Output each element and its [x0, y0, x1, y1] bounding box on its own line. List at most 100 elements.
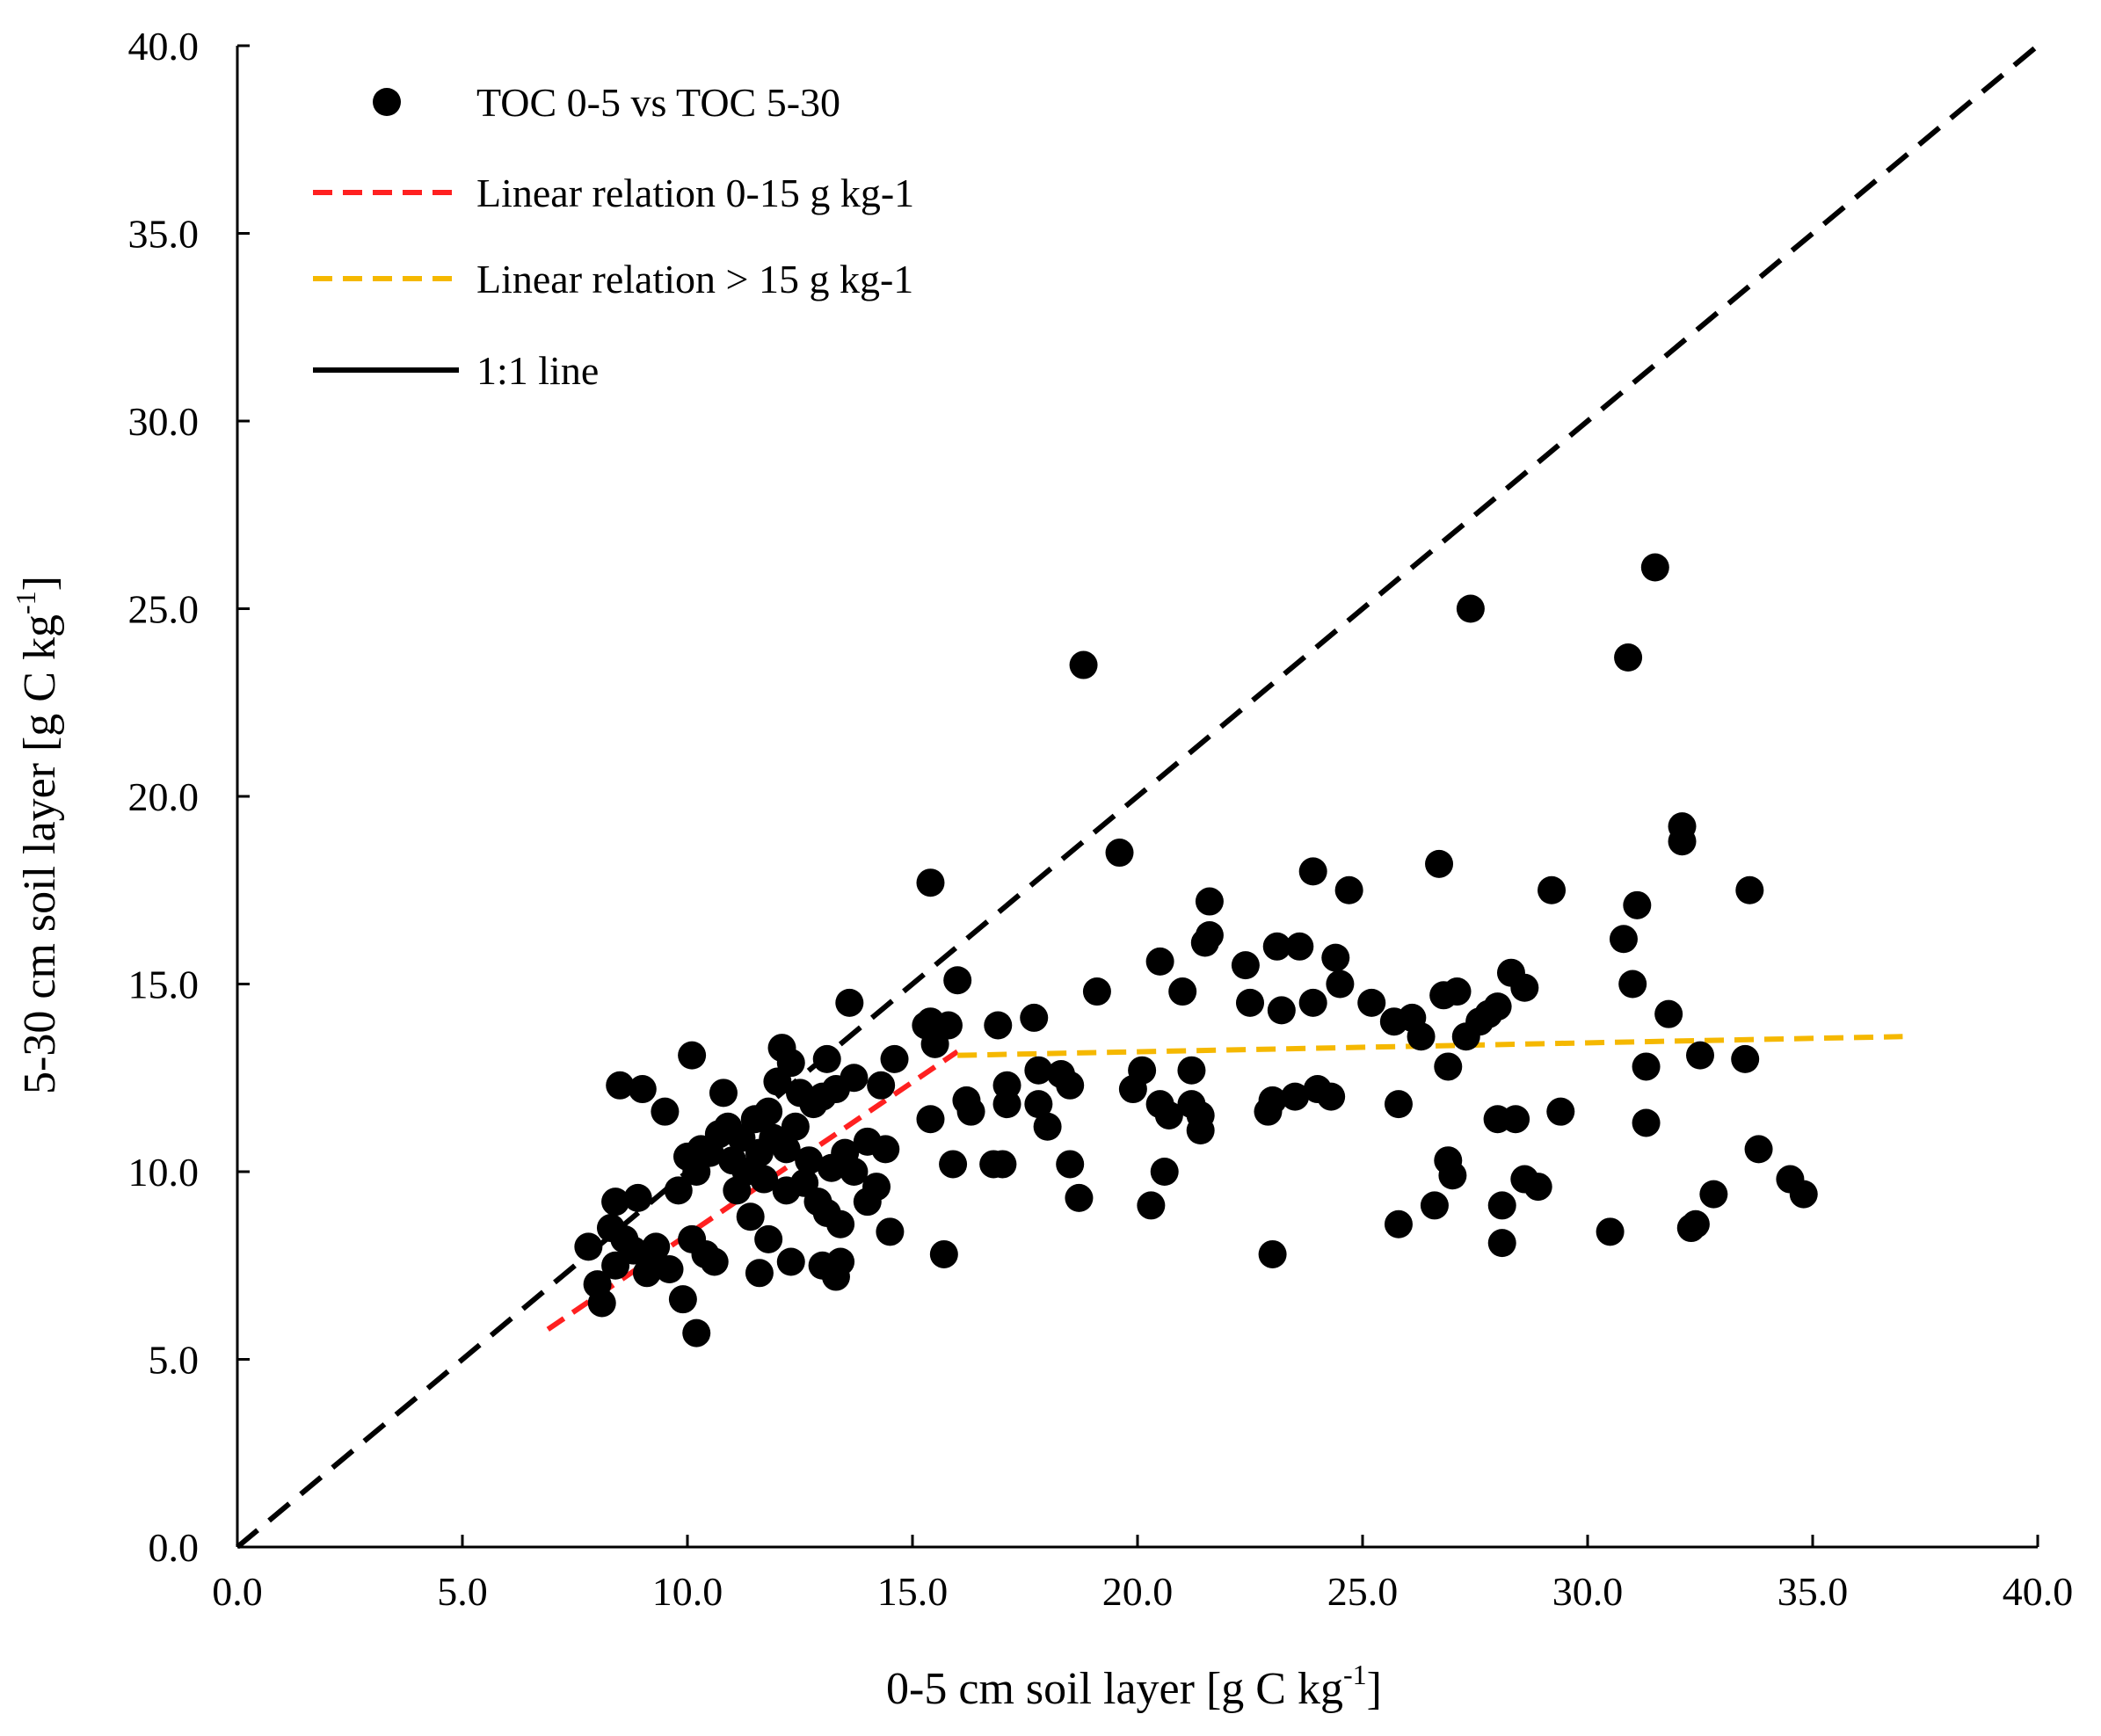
- data-point: [1334, 875, 1363, 904]
- data-point: [1024, 1056, 1053, 1085]
- data-point: [781, 1112, 810, 1141]
- data-point: [1317, 1082, 1346, 1111]
- data-point: [1154, 1100, 1183, 1129]
- data-point: [745, 1259, 774, 1288]
- data-point: [583, 1270, 612, 1299]
- data-point: [1020, 1003, 1049, 1032]
- data-point: [871, 1135, 900, 1164]
- data-point: [988, 1150, 1017, 1179]
- data-point: [1150, 1158, 1179, 1186]
- y-tick-label: 40.0: [128, 24, 200, 69]
- data-point: [750, 1165, 779, 1194]
- x-axis-title: 0-5 cm soil layer [g C kg-1]: [886, 1659, 1382, 1714]
- data-point: [943, 966, 972, 995]
- x-tick-label: 30.0: [1552, 1569, 1624, 1614]
- data-point: [812, 1044, 841, 1073]
- data-point: [826, 1209, 855, 1238]
- legend: TOC 0-5 vs TOC 5-30 Linear relation 0-15…: [313, 80, 914, 393]
- data-point: [840, 1064, 869, 1093]
- data-point: [1065, 1183, 1094, 1212]
- data-point: [1231, 951, 1260, 980]
- y-tick-label: 0.0: [149, 1525, 200, 1570]
- one-to-one-line: [236, 43, 2039, 1550]
- data-point: [776, 1247, 805, 1276]
- data-point: [1596, 1217, 1625, 1246]
- data-point: [1668, 827, 1697, 856]
- data-point: [840, 1158, 869, 1186]
- data-point: [1033, 1112, 1062, 1141]
- data-point: [916, 1105, 945, 1134]
- fit-lines: [236, 43, 2039, 1550]
- data-point: [709, 1079, 738, 1108]
- data-point: [1128, 1056, 1157, 1085]
- data-point: [1195, 920, 1224, 949]
- data-point: [1681, 1209, 1710, 1238]
- data-point: [606, 1071, 635, 1100]
- data-point: [1789, 1180, 1818, 1209]
- x-tick-label: 40.0: [2003, 1569, 2074, 1614]
- data-point: [1640, 553, 1669, 582]
- data-point: [1024, 1090, 1053, 1119]
- data-point: [1614, 643, 1643, 672]
- data-point: [1425, 849, 1454, 878]
- data-point: [1384, 1209, 1413, 1238]
- y-tick-label: 5.0: [149, 1338, 200, 1383]
- data-point: [1056, 1071, 1085, 1100]
- data-point: [700, 1247, 729, 1276]
- data-point: [992, 1090, 1021, 1119]
- data-point: [1281, 1082, 1310, 1111]
- data-point: [1487, 1229, 1516, 1258]
- data-point: [1609, 925, 1638, 954]
- data-point: [1623, 890, 1652, 919]
- data-point: [772, 1135, 801, 1164]
- data-point: [1145, 947, 1174, 976]
- y-tick-label: 15.0: [128, 962, 200, 1007]
- data-point: [754, 1097, 783, 1126]
- data-point: [1357, 988, 1386, 1017]
- x-tick-label: 25.0: [1327, 1569, 1399, 1614]
- data-point: [1168, 977, 1197, 1006]
- data-point: [678, 1041, 707, 1070]
- legend-label-scatter: TOC 0-5 vs TOC 5-30: [476, 80, 840, 125]
- data-point: [939, 1150, 968, 1179]
- data-point: [826, 1247, 855, 1276]
- data-point: [1744, 1135, 1773, 1164]
- data-point: [651, 1097, 680, 1126]
- data-point: [1321, 943, 1350, 972]
- data-point: [1326, 970, 1355, 999]
- data-point: [1483, 992, 1512, 1021]
- y-axis-title: 5-30 cm soil layer [g C kg-1]: [10, 576, 65, 1094]
- data-point: [916, 868, 945, 897]
- data-point: [1434, 1052, 1463, 1081]
- data-point: [1236, 988, 1264, 1017]
- y-tick-label: 10.0: [128, 1150, 200, 1195]
- data-point: [1731, 1044, 1760, 1073]
- data-point: [1487, 1191, 1516, 1220]
- data-point: [574, 1232, 603, 1261]
- x-axis-ticks: 0.0 5.0 10.0 15.0 20.0 25.0 30.0 35.0 40.0: [212, 1535, 2073, 1614]
- data-point: [1510, 973, 1539, 1002]
- data-point: [1443, 977, 1472, 1006]
- data-point: [1195, 887, 1224, 916]
- data-point: [1177, 1056, 1206, 1085]
- data-point: [1618, 970, 1647, 999]
- x-tick-label: 15.0: [877, 1569, 949, 1614]
- data-point: [1056, 1150, 1085, 1179]
- y-tick-label: 25.0: [128, 587, 200, 632]
- data-point: [1258, 1086, 1287, 1115]
- data-point: [835, 988, 864, 1017]
- data-point: [1258, 1239, 1287, 1268]
- x-tick-label: 0.0: [212, 1569, 263, 1614]
- data-point: [956, 1097, 985, 1126]
- y-axis-ticks: 0.0 5.0 10.0 15.0 20.0 25.0 30.0 35.0 40.0: [128, 24, 250, 1570]
- data-point: [1538, 875, 1567, 904]
- data-point: [682, 1318, 711, 1347]
- data-point: [934, 1011, 963, 1040]
- data-point: [795, 1146, 824, 1175]
- legend-marker-scatter: [373, 88, 401, 116]
- x-tick-label: 20.0: [1102, 1569, 1174, 1614]
- data-point: [1456, 594, 1485, 623]
- data-point: [1186, 1100, 1215, 1129]
- data-point: [664, 1176, 693, 1205]
